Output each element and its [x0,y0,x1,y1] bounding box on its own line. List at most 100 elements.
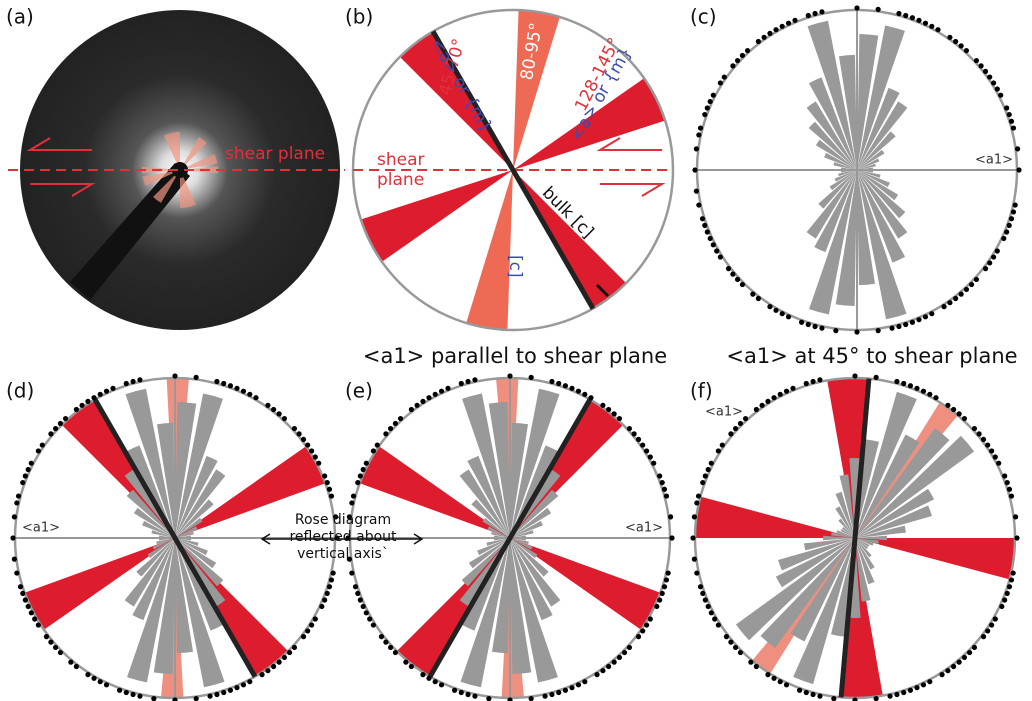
data-dot [778,392,783,397]
data-dot [137,377,142,382]
data-dot [296,431,301,436]
data-dot [617,416,622,421]
data-dot [1011,209,1016,214]
data-dot [20,591,25,596]
data-dot [887,694,892,699]
data-dot [797,688,802,693]
data-dot [606,664,611,669]
data-dot [740,53,745,58]
data-dot [353,584,358,589]
data-dot [420,399,425,404]
data-dot [754,407,759,412]
data-dot [718,80,723,85]
red-wedge [513,170,626,309]
data-dot [388,426,393,431]
data-dot [459,690,464,695]
data-dot [53,426,58,431]
data-dot [657,597,662,602]
data-dot [309,448,314,453]
data-dot [874,375,879,380]
data-dot [63,416,68,421]
data-dot [58,650,63,655]
data-dot [364,610,369,615]
data-dot [967,650,972,655]
data-dot [355,591,360,596]
data-dot [660,591,665,596]
data-dot [945,403,950,408]
data-dot [743,416,748,421]
data-dot [927,679,932,684]
data-dot [117,688,122,693]
data-dot [393,421,398,426]
data-dot [985,628,990,633]
data-dot [947,300,952,305]
data-dot [756,39,761,44]
data-dot [929,311,934,316]
data-dot [228,688,233,693]
data-dot [894,692,899,697]
data-dot [29,610,34,615]
data-dot [472,377,477,382]
data-dot [241,389,246,394]
data-dot [271,407,276,412]
data-dot [313,454,318,459]
data-dot [130,379,135,384]
data-dot [974,58,979,63]
data-dot [910,15,915,20]
data-dot [18,584,23,589]
panel-label: (b) [345,5,373,29]
data-dot [1007,584,1012,589]
data-dot [995,248,1000,253]
data-dot [941,304,946,309]
data-dot [85,399,90,404]
data-dot [137,694,142,699]
data-dot [68,659,73,664]
data-dot [754,664,759,669]
data-dot [16,493,21,498]
data-dot [700,216,705,221]
data-dot [962,416,967,421]
data-dot [403,659,408,664]
data-dot [644,448,649,453]
data-dot [903,13,908,18]
data-dot [612,659,617,664]
data-dot [309,622,314,627]
data-dot [349,570,354,575]
data-dot [733,426,738,431]
data-dot [696,202,701,207]
data-dot [582,679,587,684]
data-dot [130,692,135,697]
data-dot [894,379,899,384]
data-dot [696,493,701,498]
data-dot [563,383,568,388]
data-dot [778,679,783,684]
data-dot [767,31,772,36]
data-dot [110,386,115,391]
data-dot [1002,597,1007,602]
data-dot [79,403,84,408]
data-dot [991,80,996,85]
data-dot [445,386,450,391]
data-dot [313,616,318,621]
data-dot [657,473,662,478]
data-dot [14,500,19,505]
data-dot [1011,570,1016,575]
data-dot [923,314,928,319]
data-dot [214,692,219,697]
data-dot [124,690,129,695]
data-dot [322,473,327,478]
data-dot [14,570,19,575]
data-dot [908,688,913,693]
data-dot [706,604,711,609]
data-dot [325,480,330,485]
data-dot [631,431,636,436]
plane-label: [c] [505,255,525,278]
data-dot [23,473,28,478]
data-dot [600,668,605,673]
data-dot [989,622,994,627]
data-dot [282,416,287,421]
data-dot [991,254,996,259]
data-dot [740,282,745,287]
data-dot [1005,480,1010,485]
data-dot [759,403,764,408]
